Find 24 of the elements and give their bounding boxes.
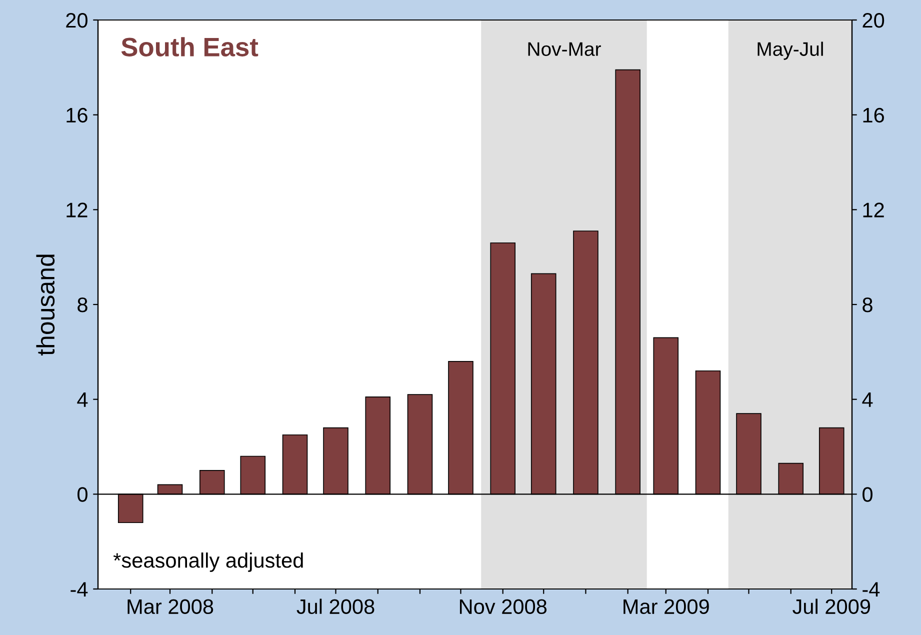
band-label: Nov-Mar	[528, 42, 601, 56]
y2-tick-label: 8	[862, 298, 872, 312]
y-tick-label: -4	[70, 582, 88, 597]
y2-tick-label: 20	[862, 13, 884, 28]
y-tick-label: 12	[66, 202, 88, 218]
y-tick-label: 20	[66, 13, 88, 28]
y2-tick-label: 12	[863, 202, 884, 218]
y-axis-title: thousand	[36, 254, 55, 356]
y2-tick-label: 4	[862, 392, 873, 407]
x-tick-label: Mar 2009	[624, 599, 709, 614]
x-tick-label: Nov 2008	[460, 599, 547, 614]
y-tick-label: 4	[77, 392, 88, 407]
band-label: May-Jul	[758, 42, 823, 60]
y2-tick-label: -4	[862, 582, 880, 597]
x-tick-label: Mar 2008	[128, 599, 214, 614]
x-tick-label: Jul 2009	[792, 598, 870, 614]
annotation: *seasonally adjusted	[113, 552, 303, 572]
y-tick-label: 8	[78, 298, 88, 312]
y2-tick-label: 0	[862, 487, 872, 502]
y-tick-label: 16	[66, 108, 88, 123]
y2-tick-label: 16	[863, 108, 884, 123]
text: South East	[121, 37, 258, 56]
x-tick-label: Jul 2008	[296, 598, 374, 614]
y-tick-label: 0	[78, 487, 88, 502]
